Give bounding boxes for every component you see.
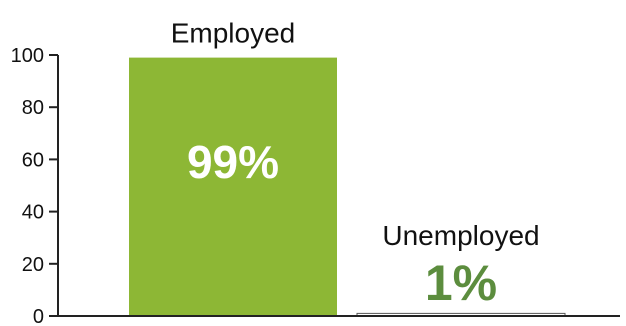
bar-employed <box>129 57 337 317</box>
bars <box>129 57 566 317</box>
y-tick-label: 40 <box>22 202 44 224</box>
data-label-unemployed: 1% <box>425 255 497 311</box>
data-label-employed: 99% <box>187 136 279 188</box>
y-tick-label: 100 <box>11 45 44 67</box>
y-tick-label: 20 <box>22 254 44 276</box>
category-label-employed: Employed <box>171 18 296 49</box>
y-tick-label: 60 <box>22 149 44 171</box>
y-tick-label: 80 <box>22 97 44 119</box>
bar-labels: Employed 99% Unemployed 1% <box>171 18 540 311</box>
category-label-unemployed: Unemployed <box>382 220 539 251</box>
y-axis: 0 20 40 60 80 100 <box>11 45 59 326</box>
y-tick-label: 0 <box>33 306 44 326</box>
